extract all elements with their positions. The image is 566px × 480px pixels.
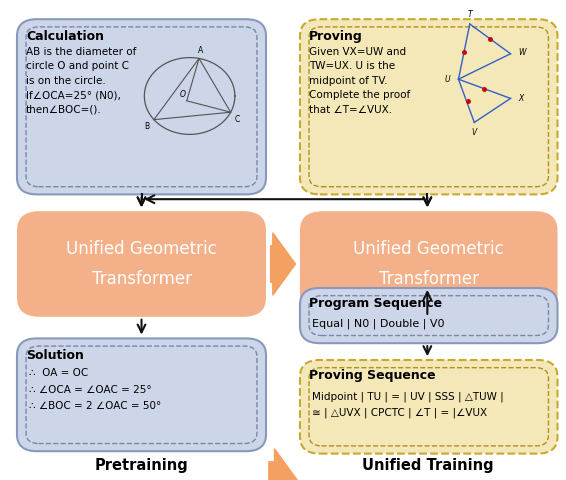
Text: O: O: [179, 90, 185, 99]
FancyBboxPatch shape: [17, 19, 266, 194]
Text: Unified Training: Unified Training: [362, 458, 493, 473]
Text: Solution: Solution: [26, 349, 84, 362]
Text: Proving Sequence: Proving Sequence: [309, 369, 436, 382]
Text: Unified Geometric
Transformer: Unified Geometric Transformer: [66, 240, 217, 288]
Text: Given VX=UW and
TW=UX. U is the
midpoint of TV.
Complete the proof
that ∠T=∠VUX.: Given VX=UW and TW=UX. U is the midpoint…: [309, 47, 410, 115]
Text: Calculation: Calculation: [26, 30, 104, 43]
Text: U: U: [444, 75, 450, 84]
FancyBboxPatch shape: [300, 288, 558, 343]
Text: V: V: [471, 128, 477, 137]
Text: Unified Geometric
Transformer: Unified Geometric Transformer: [353, 240, 504, 288]
Polygon shape: [271, 233, 295, 295]
Text: W: W: [518, 48, 525, 57]
Polygon shape: [269, 449, 297, 480]
FancyBboxPatch shape: [300, 360, 558, 454]
Text: X: X: [518, 94, 523, 103]
Text: Equal | N0 | Double | V0: Equal | N0 | Double | V0: [312, 318, 445, 329]
Text: Pretraining: Pretraining: [95, 458, 188, 473]
Text: T: T: [468, 10, 472, 19]
FancyBboxPatch shape: [300, 211, 558, 317]
FancyBboxPatch shape: [300, 19, 558, 194]
Text: ∴  OA = OC
∴ ∠OCA = ∠OAC = 25°
∴ ∠BOC = 2 ∠OAC = 50°: ∴ OA = OC ∴ ∠OCA = ∠OAC = 25° ∴ ∠BOC = 2…: [29, 368, 162, 411]
Text: Program Sequence: Program Sequence: [309, 297, 442, 310]
Text: Proving: Proving: [309, 30, 363, 43]
FancyBboxPatch shape: [17, 211, 266, 317]
Text: B: B: [144, 122, 149, 131]
Text: AB is the diameter of
circle O and point C
is on the circle.
If∠OCA=25° (N0),
th: AB is the diameter of circle O and point…: [26, 47, 136, 115]
Text: C: C: [235, 115, 240, 124]
FancyBboxPatch shape: [17, 338, 266, 451]
Text: A: A: [198, 46, 203, 55]
Text: Midpoint | TU | = | UV | SSS | △TUW |
≅ | △UVX | CPCTC | ∠T | = |∠VUX: Midpoint | TU | = | UV | SSS | △TUW | ≅ …: [312, 391, 504, 418]
